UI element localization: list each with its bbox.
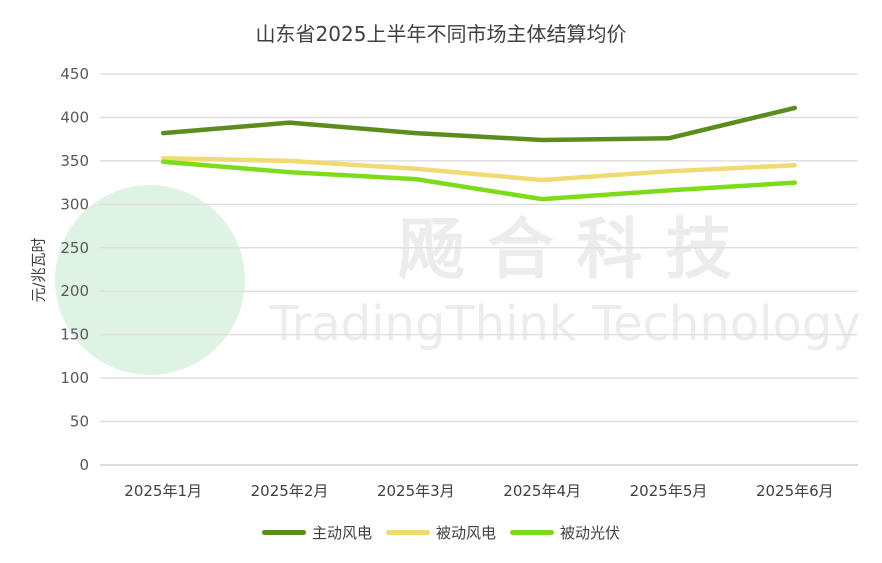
- x-tick-label: 2025年4月: [503, 482, 581, 500]
- y-tick-label: 150: [60, 326, 89, 344]
- legend-item: 主动风电: [261, 522, 372, 543]
- legend-label: 被动风电: [435, 524, 496, 542]
- legend-item: 被动光伏: [510, 522, 620, 543]
- y-tick-label: 100: [60, 369, 89, 387]
- x-tick-label: 2025年5月: [630, 482, 708, 500]
- watermark-en: TradingThink Technology: [268, 296, 861, 352]
- x-tick-label: 2025年1月: [124, 482, 202, 500]
- y-tick-label: 200: [60, 282, 89, 300]
- watermark-logo: [55, 185, 245, 375]
- watermark-cn: 飏 合 科 技: [399, 211, 732, 288]
- series-line-2: [160, 159, 798, 202]
- legend-label: 被动光伏: [560, 524, 621, 542]
- legend-swatch: [510, 530, 554, 535]
- legend-swatch: [385, 530, 430, 535]
- series-line-1: [160, 156, 798, 183]
- y-tick-label: 350: [60, 152, 89, 170]
- y-tick-label: 250: [60, 239, 89, 257]
- y-tick-label: 450: [60, 65, 89, 83]
- series-line-0: [160, 105, 798, 143]
- legend: 主动风电 被动风电 被动光伏: [0, 522, 882, 543]
- y-tick-label: 50: [70, 413, 89, 431]
- x-tick-label: 2025年6月: [756, 482, 834, 500]
- x-tick-label: 2025年2月: [251, 482, 329, 500]
- legend-item: 被动风电: [385, 522, 496, 543]
- y-tick-label: 0: [79, 456, 89, 474]
- y-tick-label: 400: [60, 108, 89, 126]
- legend-swatch: [261, 530, 306, 535]
- legend-label: 主动风电: [311, 524, 372, 542]
- x-tick-label: 2025年3月: [377, 482, 455, 500]
- y-tick-label: 300: [60, 195, 89, 213]
- chart-title: 山东省2025上半年不同市场主体结算均价: [255, 22, 627, 46]
